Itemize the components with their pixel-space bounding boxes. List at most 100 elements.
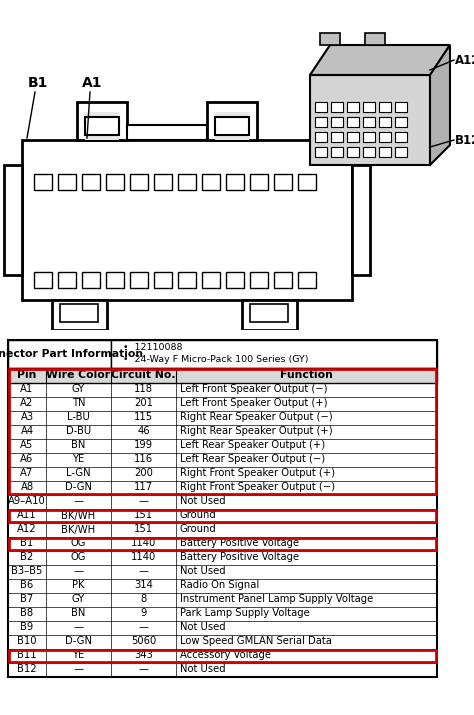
Text: B1: B1 bbox=[28, 76, 48, 90]
Text: A1: A1 bbox=[20, 385, 34, 395]
Text: 151: 151 bbox=[134, 511, 153, 521]
Text: B7: B7 bbox=[20, 594, 34, 604]
Text: Right Front Speaker Output (−): Right Front Speaker Output (−) bbox=[180, 483, 335, 493]
Bar bbox=[8, 425, 437, 439]
Text: 199: 199 bbox=[134, 440, 153, 450]
Text: Left Rear Speaker Output (+): Left Rear Speaker Output (+) bbox=[180, 440, 325, 450]
Text: 200: 200 bbox=[134, 468, 153, 478]
Bar bbox=[331, 132, 343, 142]
Text: Battery Positive Voltage: Battery Positive Voltage bbox=[180, 553, 299, 563]
Bar bbox=[8, 551, 437, 565]
Bar bbox=[154, 272, 172, 288]
Bar bbox=[347, 147, 359, 157]
Bar bbox=[226, 272, 244, 288]
Bar bbox=[363, 102, 375, 112]
Bar bbox=[331, 117, 343, 127]
Bar bbox=[8, 368, 437, 383]
Bar bbox=[347, 117, 359, 127]
Bar bbox=[310, 75, 430, 165]
Text: D-GN: D-GN bbox=[65, 636, 92, 646]
Bar bbox=[250, 272, 268, 288]
Bar bbox=[226, 174, 244, 190]
Text: A11: A11 bbox=[17, 511, 37, 521]
Bar bbox=[111, 340, 437, 368]
Text: A8: A8 bbox=[20, 483, 34, 493]
Text: 5060: 5060 bbox=[131, 636, 156, 646]
Text: Connector Part Information: Connector Part Information bbox=[0, 349, 144, 359]
Bar bbox=[178, 174, 196, 190]
Bar bbox=[8, 383, 437, 397]
Bar bbox=[395, 132, 407, 142]
Text: A4: A4 bbox=[20, 427, 34, 436]
Text: Circuit No.: Circuit No. bbox=[111, 370, 176, 380]
Bar bbox=[363, 132, 375, 142]
Bar bbox=[85, 112, 119, 140]
Text: B8: B8 bbox=[20, 608, 34, 618]
Bar bbox=[8, 467, 437, 481]
Text: A2: A2 bbox=[20, 398, 34, 408]
Text: —: — bbox=[138, 496, 148, 506]
Text: Function: Function bbox=[280, 370, 333, 380]
Text: 314: 314 bbox=[134, 581, 153, 591]
Text: 201: 201 bbox=[134, 398, 153, 408]
Bar bbox=[8, 509, 437, 523]
Text: —: — bbox=[138, 566, 148, 576]
Bar bbox=[130, 272, 148, 288]
Text: L-GN: L-GN bbox=[66, 468, 91, 478]
Bar bbox=[395, 102, 407, 112]
Bar bbox=[298, 174, 316, 190]
Text: YE: YE bbox=[73, 651, 85, 661]
Text: —: — bbox=[73, 623, 83, 633]
Text: Not Used: Not Used bbox=[180, 664, 226, 674]
Text: Ground: Ground bbox=[180, 525, 217, 535]
Bar bbox=[379, 147, 391, 157]
Polygon shape bbox=[310, 45, 450, 75]
Bar bbox=[154, 174, 172, 190]
Text: Instrument Panel Lamp Supply Voltage: Instrument Panel Lamp Supply Voltage bbox=[180, 594, 373, 604]
Text: OG: OG bbox=[71, 538, 86, 548]
Text: Left Front Speaker Output (+): Left Front Speaker Output (+) bbox=[180, 398, 328, 408]
Bar bbox=[315, 102, 327, 112]
Text: Ground: Ground bbox=[180, 511, 217, 521]
Bar bbox=[320, 33, 340, 45]
Text: Left Rear Speaker Output (−): Left Rear Speaker Output (−) bbox=[180, 455, 325, 465]
Text: B10: B10 bbox=[17, 636, 37, 646]
Text: —: — bbox=[138, 664, 148, 674]
Text: —: — bbox=[73, 496, 83, 506]
Bar bbox=[215, 117, 249, 135]
Text: B3–B5: B3–B5 bbox=[11, 566, 43, 576]
Text: Low Speed GMLAN Serial Data: Low Speed GMLAN Serial Data bbox=[180, 636, 332, 646]
Text: Wire Color: Wire Color bbox=[46, 370, 110, 380]
Text: Not Used: Not Used bbox=[180, 566, 226, 576]
Bar bbox=[9, 538, 436, 550]
Text: B11: B11 bbox=[17, 651, 37, 661]
Text: B12: B12 bbox=[455, 134, 474, 147]
Text: A1: A1 bbox=[82, 76, 102, 90]
Text: BK/WH: BK/WH bbox=[62, 525, 96, 535]
Text: L-BU: L-BU bbox=[67, 413, 90, 423]
Bar bbox=[8, 621, 437, 635]
Bar bbox=[363, 147, 375, 157]
Text: BN: BN bbox=[71, 440, 86, 450]
Text: PK: PK bbox=[72, 581, 85, 591]
Text: A6: A6 bbox=[20, 455, 34, 465]
Text: Radio On Signal: Radio On Signal bbox=[180, 581, 259, 591]
Bar bbox=[274, 174, 292, 190]
Text: 1140: 1140 bbox=[131, 538, 156, 548]
Bar bbox=[34, 174, 52, 190]
Text: A5: A5 bbox=[20, 440, 34, 450]
Text: A12: A12 bbox=[455, 54, 474, 66]
Bar bbox=[58, 272, 76, 288]
Bar bbox=[8, 340, 111, 368]
Bar bbox=[8, 565, 437, 579]
Text: BN: BN bbox=[71, 608, 86, 618]
Polygon shape bbox=[430, 45, 450, 165]
Text: 343: 343 bbox=[134, 651, 153, 661]
Text: —: — bbox=[73, 664, 83, 674]
Bar bbox=[60, 304, 98, 322]
Text: 151: 151 bbox=[134, 525, 153, 535]
Text: D-BU: D-BU bbox=[66, 427, 91, 436]
Bar bbox=[8, 607, 437, 621]
Text: Accessory Voltage: Accessory Voltage bbox=[180, 651, 271, 661]
Text: Battery Positive Voltage: Battery Positive Voltage bbox=[180, 538, 299, 548]
